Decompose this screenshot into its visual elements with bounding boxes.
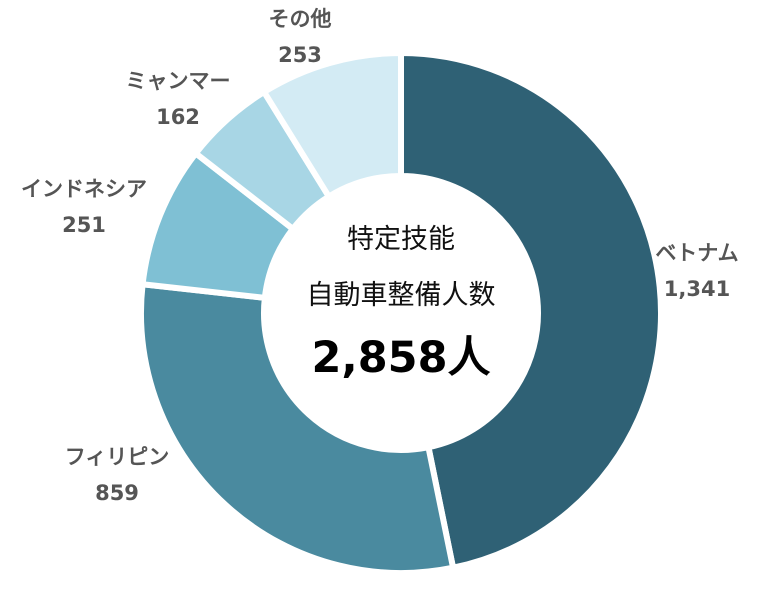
donut-hole bbox=[266, 178, 536, 448]
slice-value-4: 253 bbox=[278, 43, 322, 67]
donut-slices bbox=[138, 49, 664, 576]
slice-value-3: 162 bbox=[156, 105, 200, 129]
slice-label-4: その他 bbox=[269, 7, 332, 31]
center-title-line1: 特定技能 bbox=[347, 224, 455, 255]
slice-label-1: フィリピン bbox=[65, 445, 170, 469]
slice-4 bbox=[259, 49, 404, 201]
slice-0 bbox=[398, 49, 664, 572]
slice-value-1: 859 bbox=[95, 481, 139, 505]
center-label: 特定技能 自動車整備人数 2,858人 bbox=[307, 224, 496, 383]
slice-1 bbox=[138, 280, 457, 576]
center-title-line2: 自動車整備人数 bbox=[307, 280, 496, 311]
slice-label-2: インドネシア bbox=[21, 177, 147, 201]
slice-label-3: ミャンマー bbox=[126, 69, 231, 93]
center-total: 2,858人 bbox=[311, 333, 490, 383]
slice-label-0: ベトナム bbox=[655, 241, 738, 265]
slice-labels: ベトナム 1,341 フィリピン 859 インドネシア 251 ミャンマー 162 その他 253 bbox=[21, 7, 739, 505]
slice-value-2: 251 bbox=[62, 213, 106, 237]
slice-value-0: 1,341 bbox=[664, 277, 730, 301]
